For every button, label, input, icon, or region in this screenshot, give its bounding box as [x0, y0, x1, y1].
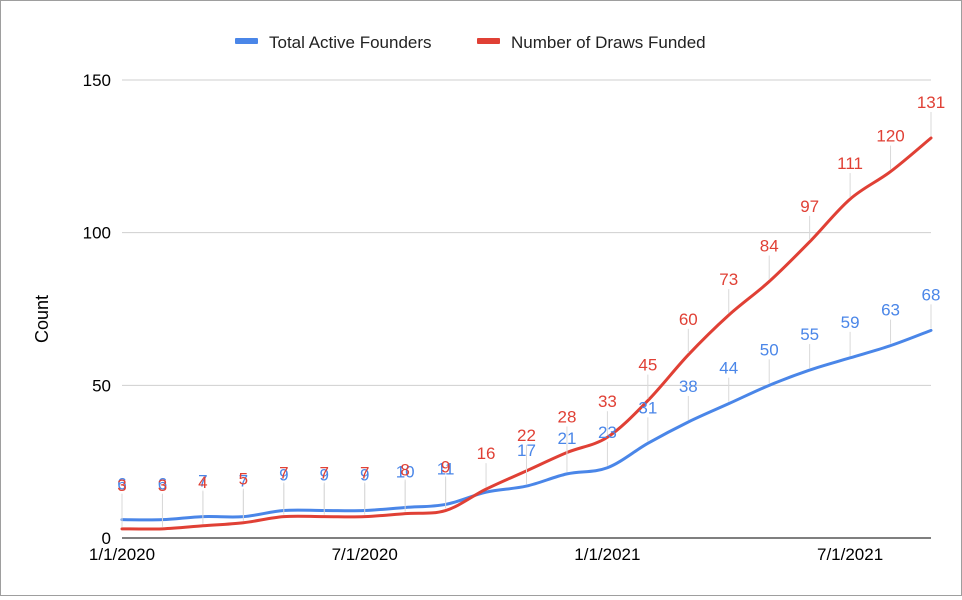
data-label: 45 [638, 356, 657, 375]
legend-swatch [477, 38, 500, 44]
x-tick-label: 7/1/2021 [817, 545, 883, 564]
data-label: 59 [841, 313, 860, 332]
data-label: 7 [320, 464, 329, 483]
y-tick-label: 0 [102, 529, 111, 548]
data-label: 7 [239, 472, 248, 491]
y-tick-label: 150 [83, 71, 111, 90]
data-label: 3 [117, 476, 126, 495]
data-label: 73 [719, 270, 738, 289]
data-label: 55 [800, 325, 819, 344]
x-tick-label: 1/1/2020 [89, 545, 155, 564]
data-label: 6 [117, 475, 126, 494]
legend: Total Active Founders Number of Draws Fun… [235, 33, 706, 52]
data-label: 97 [800, 197, 819, 216]
data-label: 22 [517, 426, 536, 445]
data-label: 60 [679, 310, 698, 329]
legend-entry: Number of Draws Funded [511, 33, 706, 52]
data-label: 7 [360, 464, 369, 483]
data-label: 68 [922, 285, 941, 304]
legend-swatch [235, 38, 258, 44]
data-label: 5 [239, 470, 248, 489]
data-label: 31 [638, 398, 657, 417]
data-label: 11 [437, 459, 455, 478]
legend-entry: Total Active Founders [269, 33, 432, 52]
x-tick-label: 1/1/2021 [574, 545, 640, 564]
data-label: 111 [837, 154, 863, 173]
data-label: 28 [557, 408, 576, 427]
data-label: 84 [760, 237, 779, 256]
data-label: 6 [158, 475, 167, 494]
x-tick-label: 7/1/2020 [332, 545, 398, 564]
data-label: 44 [719, 359, 738, 378]
data-label: 9 [441, 458, 450, 477]
y-axis-label: Count [32, 295, 52, 343]
grid-lines [122, 79, 931, 539]
data-label: 131 [917, 93, 945, 112]
y-tick-label: 100 [83, 224, 111, 243]
y-tick-label: 50 [92, 376, 111, 395]
series-line-total-active-founders [120, 328, 933, 522]
data-label: 10 [396, 462, 415, 481]
data-label: 38 [679, 377, 698, 396]
data-label: 120 [876, 127, 904, 146]
data-label: 9 [320, 466, 329, 485]
data-label: 3 [158, 476, 167, 495]
data-label: 9 [279, 466, 288, 485]
data-label: 33 [598, 392, 617, 411]
x-axis-ticks: 1/1/2020 7/1/2020 1/1/2021 7/1/2021 [89, 545, 883, 564]
data-label: 16 [477, 444, 496, 463]
data-label: 63 [881, 301, 900, 320]
data-label: 8 [400, 461, 409, 480]
data-label: 4 [198, 473, 207, 492]
data-label: 7 [198, 472, 207, 491]
data-label: 50 [760, 340, 779, 359]
data-label: 9 [360, 466, 369, 485]
data-label: 7 [279, 464, 288, 483]
y-axis-ticks: 0 50 100 150 [83, 71, 111, 548]
